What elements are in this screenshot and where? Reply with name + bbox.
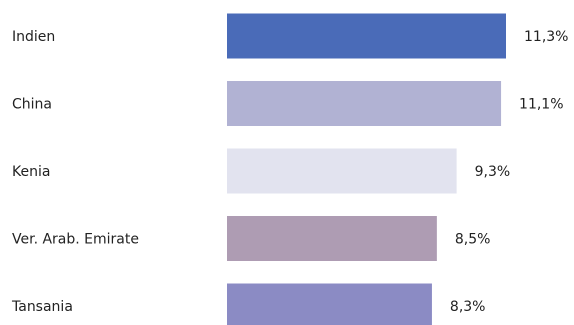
category-label: Kenia (12, 164, 50, 180)
value-label: 8,3% (450, 299, 486, 315)
bar-indien (227, 13, 506, 59)
value-label: 9,3% (475, 164, 511, 180)
bar-kenia (227, 148, 457, 194)
bar-tansania (227, 283, 432, 325)
category-labels-group: Indien China Kenia Ver. Arab. Emirate Tansan… (11, 29, 139, 315)
category-label: Ver. Arab. Emirate (12, 232, 139, 248)
value-label: 8,5% (455, 232, 491, 248)
value-label: 11,1% (519, 97, 563, 113)
bar-ver-arab-emirate (227, 216, 437, 261)
category-label: Tansania (11, 299, 73, 315)
bar-china (227, 81, 502, 126)
value-label: 11,3% (524, 29, 568, 45)
value-labels-group: 11,3% 11,1% 9,3% 8,5% 8,3% (450, 29, 569, 315)
category-label: Indien (12, 29, 55, 45)
category-label: China (12, 97, 52, 113)
bars-group (227, 13, 506, 325)
